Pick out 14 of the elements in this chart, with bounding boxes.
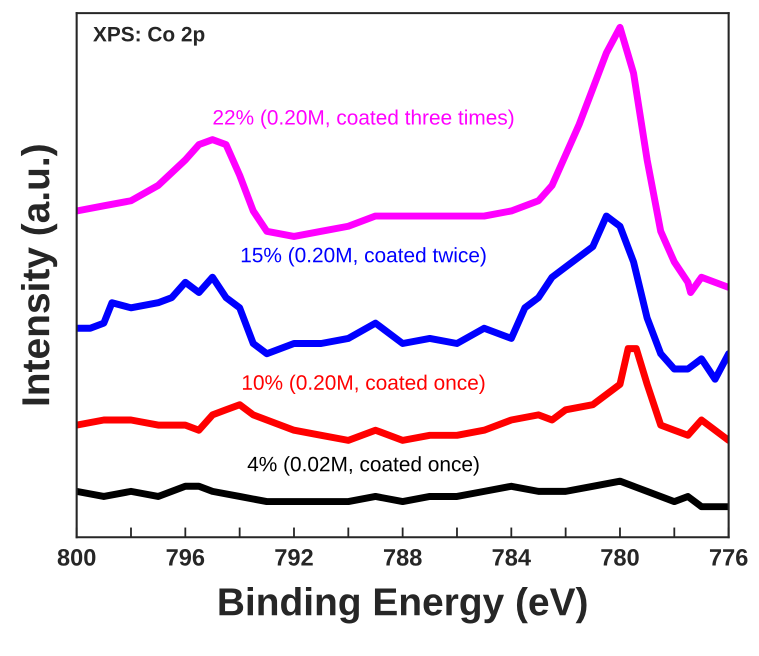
- series-label: 4% (0.02M, coated once): [248, 456, 479, 476]
- x-axis-title: Binding Energy (eV): [219, 587, 587, 624]
- x-tick-label: 784: [492, 549, 531, 566]
- x-tick-label: 788: [384, 549, 422, 566]
- x-tick-label: 800: [58, 549, 96, 566]
- y-axis-title: Intensity (a.u.): [20, 145, 58, 404]
- chart-title: XPS: Co 2p: [93, 26, 204, 46]
- x-tick-label: 792: [275, 549, 313, 566]
- x-tick-label: 780: [601, 549, 639, 566]
- series-label: 22% (0.20M, coated three times): [213, 109, 514, 129]
- x-tick-label: 796: [166, 549, 204, 566]
- x-tick-label: 776: [710, 549, 748, 566]
- series-label: 15% (0.20M, coated twice): [242, 247, 486, 267]
- series-label: 10% (0.20M, coated once): [242, 374, 484, 394]
